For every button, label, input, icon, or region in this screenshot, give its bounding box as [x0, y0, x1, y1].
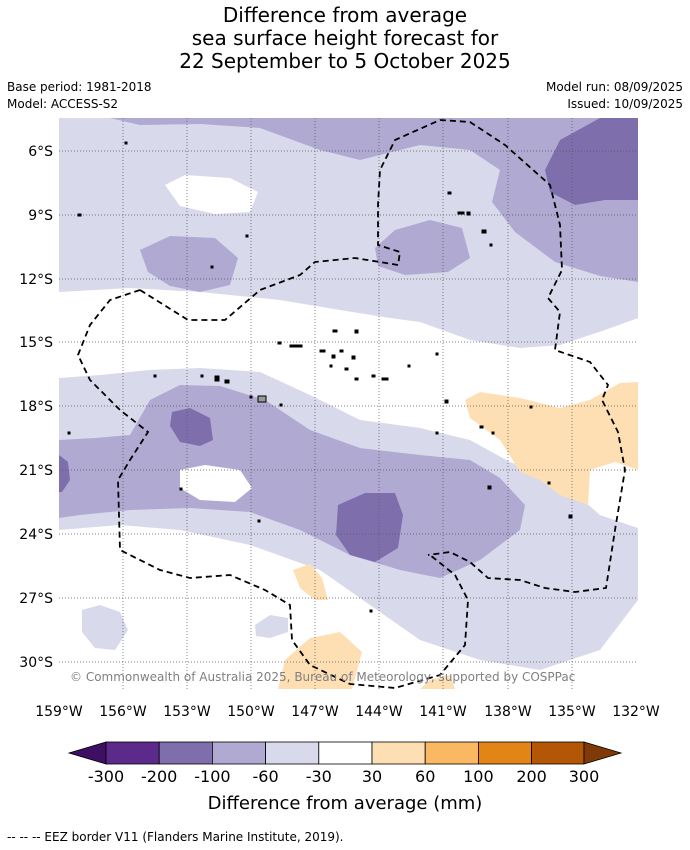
contour-neg100-south-central [336, 493, 403, 562]
contour-zero-top-patch [165, 175, 258, 214]
colorbar-label-pos30: 30 [362, 767, 382, 786]
lat-label-15s: 15°S [19, 335, 53, 351]
lon-label-156w: 156°W [99, 704, 147, 720]
contour-neg100-ne [545, 118, 638, 205]
colorbar-labels: -300 -200 -100 -60 -30 30 60 100 200 300 [88, 767, 599, 786]
title-line-3: 22 September to 5 October 2025 [179, 49, 511, 73]
colorbar-segment-pos60 [424, 741, 479, 765]
contour-neg100-south-west [170, 408, 213, 446]
lon-label-159w: 159°W [35, 704, 83, 720]
lat-label-9s: 9°S [28, 208, 53, 224]
contour-zero-south-patch [180, 465, 252, 502]
title-line-1: Difference from average [222, 3, 468, 27]
model-label: Model: ACCESS-S2 [7, 97, 119, 111]
contour-neg60-north-patch [140, 236, 238, 292]
lon-label-132w: 132°W [612, 704, 660, 720]
contour-pos30-south [278, 632, 362, 689]
graticule [59, 118, 638, 689]
lon-label-138w: 138°W [484, 704, 532, 720]
eez-border-west [77, 289, 469, 689]
colorbar-segment-neg60 [265, 741, 320, 765]
colorbar-label-neg30: -30 [306, 767, 332, 786]
colorbar-label-neg200: -200 [141, 767, 177, 786]
colorbar-arrow-high [583, 741, 623, 765]
title-line-2: sea surface height forecast for [191, 26, 499, 50]
eez-border-line [139, 119, 626, 593]
lon-label-135w: 135°W [548, 704, 596, 720]
colorbar-arrow-low [67, 741, 107, 765]
islands [67, 141, 573, 613]
colorbar-label-pos300: 300 [569, 767, 600, 786]
contour-pos30-small [293, 564, 328, 600]
contour-neg30-s-patch [255, 615, 288, 638]
lat-label-30s: 30°S [19, 655, 53, 671]
contour-pos30-south2 [420, 675, 455, 689]
colorbar-label-neg300: -300 [88, 767, 124, 786]
lat-label-18s: 18°S [19, 399, 53, 415]
lat-label-21s: 21°S [19, 463, 53, 479]
colorbar-label-neg100: -100 [194, 767, 230, 786]
meta-left: Base period: 1981-2018 Model: ACCESS-S2 [7, 79, 152, 113]
lon-label-150w: 150°W [227, 704, 275, 720]
longitude-labels: 159°W 156°W 153°W 150°W 147°W 144°W 141°… [35, 704, 660, 720]
colorbar-segment-neg30 [318, 741, 373, 765]
lat-label-27s: 27°S [19, 591, 53, 607]
anomaly-field: © Commonwealth of Australia 2025, Bureau… [59, 118, 638, 689]
colorbar-segment-neg100 [211, 741, 266, 765]
eez-footnote: -- -- -- EEZ border V11 (Flanders Marine… [7, 830, 344, 844]
lon-label-153w: 153°W [163, 704, 211, 720]
latitude-labels: 6°S 9°S 12°S 15°S 18°S 21°S 24°S 27°S 30… [19, 144, 53, 671]
colorbar-label-pos100: 100 [463, 767, 494, 786]
lat-label-6s: 6°S [28, 144, 53, 160]
colorbar-segment-pos200 [531, 741, 585, 765]
colorbar-segment-neg200 [158, 741, 213, 765]
contour-neg60-north [110, 118, 638, 282]
map-credit: © Commonwealth of Australia 2025, Bureau… [70, 670, 575, 684]
colorbar-label-pos200: 200 [516, 767, 547, 786]
colorbar-segment-neg300 [105, 741, 160, 765]
base-period-label: Base period: 1981-2018 [7, 80, 152, 94]
contour-neg30-sw-patch [82, 605, 128, 650]
lon-label-141w: 141°W [419, 704, 467, 720]
lon-label-147w: 147°W [291, 704, 339, 720]
meta-right: Model run: 08/09/2025 Issued: 10/09/2025 [546, 79, 683, 113]
lat-label-12s: 12°S [19, 272, 53, 288]
colorbar-segment-pos30 [371, 741, 426, 765]
issued-label: Issued: 10/09/2025 [567, 97, 683, 111]
lat-label-24s: 24°S [19, 527, 53, 543]
colorbar-title: Difference from average (mm) [208, 793, 483, 814]
lon-label-144w: 144°W [355, 704, 403, 720]
colorbar-segment-pos100 [477, 741, 532, 765]
contour-neg100-south-edge [59, 455, 70, 492]
map-title: Difference from average sea surface heig… [0, 4, 690, 73]
model-run-label: Model run: 08/09/2025 [545, 80, 683, 94]
contour-neg60-central-north [375, 220, 470, 275]
colorbar [67, 741, 623, 765]
contour-neg30-se-patch [618, 578, 630, 592]
colorbar-label-neg60: -60 [253, 767, 279, 786]
colorbar-label-pos60: 60 [415, 767, 435, 786]
